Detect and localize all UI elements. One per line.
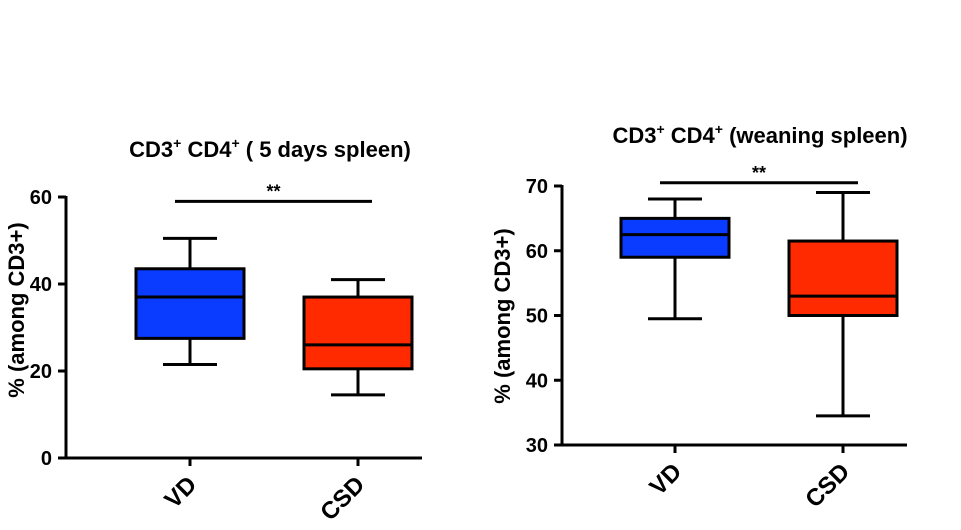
y-axis-label: % (among CD3+) [490,228,515,403]
y-tick-label: 60 [30,187,52,209]
box-vd [619,197,731,321]
box-iqr [787,239,899,318]
y-tick-label: 0 [41,448,52,470]
y-tick-label: 60 [526,241,548,263]
box-vd [134,236,246,366]
y-tick-label: 40 [30,274,52,296]
significance-label: ** [266,181,280,201]
y-tick-label: 20 [30,361,52,383]
box-iqr [302,295,414,371]
plot-area: 0 20 40 60 VD CSD ** [30,181,422,526]
y-tick-label: 40 [526,370,548,392]
y-tick-label: 70 [526,176,548,198]
x-tick-label-vd: VD [645,458,688,501]
chart-panel-weaning-spleen: CD3+ CD4+ (weaning spleen) % (among CD3+… [490,121,908,513]
y-tick-label: 30 [526,435,548,457]
chart-panel-5-days-spleen: CD3+ CD4+ ( 5 days spleen) % (among CD3+… [4,135,422,526]
chart-title: CD3+ CD4+ (weaning spleen) [612,121,907,148]
box-iqr [134,267,246,340]
chart-title: CD3+ CD4+ ( 5 days spleen) [129,135,411,162]
x-tick-label-csd: CSD [315,471,370,526]
box-csd [787,190,899,418]
x-tick-label-csd: CSD [800,458,855,513]
box-iqr [619,216,731,259]
plot-area: 30 40 50 60 70 VD CSD ** [526,163,907,513]
significance-label: ** [752,163,766,183]
y-axis-label: % (among CD3+) [4,222,29,397]
y-tick-label: 50 [526,306,548,328]
x-tick-label-vd: VD [160,471,203,514]
box-csd [302,278,414,397]
